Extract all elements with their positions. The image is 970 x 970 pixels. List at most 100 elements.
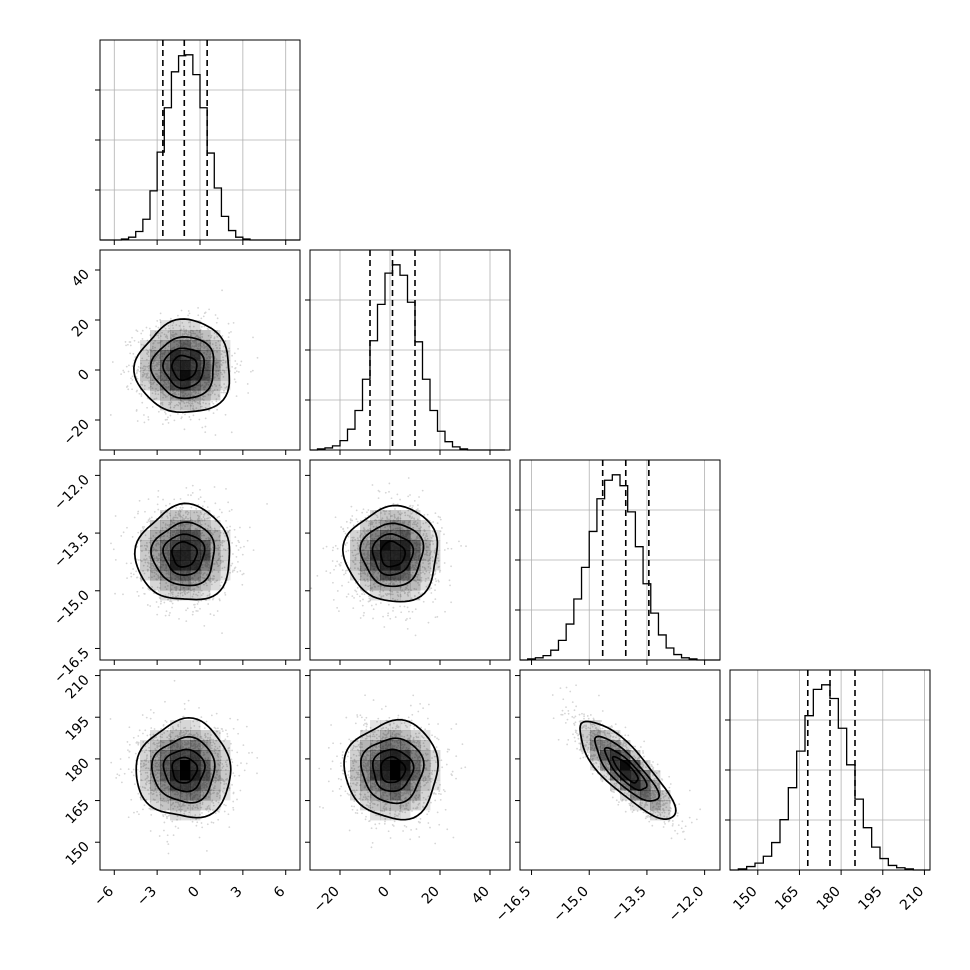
sample-point — [183, 589, 186, 592]
sample-point — [178, 588, 181, 591]
sample-point — [191, 398, 194, 401]
sample-point — [220, 363, 223, 366]
density-bin — [360, 580, 371, 591]
sample-point — [232, 321, 235, 324]
sample-point — [187, 321, 190, 324]
sample-point — [367, 509, 370, 511]
sample-point — [137, 368, 139, 371]
sample-point — [368, 520, 371, 523]
sample-point — [145, 544, 148, 547]
sample-point — [195, 407, 198, 410]
sample-point — [181, 524, 184, 527]
sample-point — [146, 365, 149, 368]
sample-point — [366, 556, 369, 559]
sample-point — [156, 586, 159, 589]
sample-point — [202, 399, 205, 401]
sample-point — [352, 554, 355, 557]
sample-point — [364, 533, 366, 535]
density-bin — [210, 560, 221, 571]
sample-point — [141, 380, 144, 383]
sample-point — [157, 337, 160, 339]
sample-point — [151, 368, 154, 371]
density-bin — [150, 370, 161, 381]
sample-point — [187, 333, 190, 336]
sample-point — [219, 339, 222, 342]
sample-point — [384, 519, 387, 522]
sample-point — [204, 431, 207, 434]
sample-point — [207, 603, 210, 605]
sample-point — [416, 562, 418, 565]
sample-point — [182, 528, 185, 531]
sample-point — [143, 365, 146, 368]
sample-point — [165, 570, 168, 573]
sample-point — [215, 400, 218, 403]
sample-point — [364, 584, 367, 587]
sample-point — [449, 584, 451, 587]
density-bin — [160, 560, 171, 571]
sample-point — [371, 570, 374, 573]
sample-point — [429, 552, 432, 555]
sample-point — [148, 566, 151, 569]
sample-point — [168, 512, 171, 515]
sample-point — [157, 375, 160, 378]
sample-point — [432, 535, 435, 537]
sample-point — [190, 519, 193, 521]
sample-point — [235, 395, 238, 398]
sample-point — [204, 425, 207, 428]
sample-point — [229, 717, 232, 720]
density-bin — [420, 580, 431, 591]
sample-point — [357, 552, 360, 555]
sample-point — [207, 517, 210, 520]
sample-point — [171, 591, 174, 594]
sample-point — [200, 523, 203, 526]
sample-point — [194, 528, 197, 530]
density-bin — [170, 570, 181, 581]
sample-point — [193, 394, 195, 397]
panel-content — [310, 477, 467, 637]
sample-point — [209, 342, 212, 345]
sample-point — [160, 391, 163, 394]
sample-point — [444, 610, 446, 613]
density-bin — [180, 590, 191, 601]
sample-point — [159, 321, 162, 324]
sample-point — [177, 390, 180, 393]
sample-point — [150, 350, 153, 353]
sample-point — [175, 586, 177, 588]
sample-point — [215, 560, 218, 563]
sample-point — [241, 553, 244, 556]
sample-point — [201, 345, 203, 348]
sample-point — [158, 361, 161, 364]
sample-point — [224, 360, 227, 363]
sample-point — [182, 390, 185, 393]
sample-point — [181, 523, 184, 526]
sample-point — [372, 573, 375, 576]
sample-point — [197, 600, 200, 603]
sample-point — [395, 518, 398, 520]
sample-point — [221, 567, 224, 570]
sample-point — [168, 403, 170, 406]
sample-point — [434, 598, 437, 601]
sample-point — [172, 519, 175, 521]
sample-point — [420, 542, 423, 545]
sample-point — [416, 576, 419, 578]
sample-point — [222, 560, 224, 563]
sample-point — [197, 517, 200, 519]
sample-point — [431, 540, 434, 543]
sample-point — [124, 341, 127, 343]
sample-point — [132, 568, 134, 570]
sample-point — [175, 324, 178, 326]
sample-point — [170, 397, 173, 399]
sample-point — [359, 578, 362, 581]
sample-point — [371, 586, 373, 589]
sample-point — [362, 549, 365, 551]
sample-point — [375, 576, 378, 579]
sample-point — [212, 533, 214, 536]
density-bin — [420, 560, 431, 571]
density-bin — [190, 550, 201, 561]
sample-point — [378, 519, 380, 522]
density-bin — [170, 560, 181, 571]
sample-point — [196, 528, 199, 531]
sample-point — [427, 546, 429, 549]
sample-point — [179, 592, 182, 595]
sample-point — [416, 518, 419, 521]
